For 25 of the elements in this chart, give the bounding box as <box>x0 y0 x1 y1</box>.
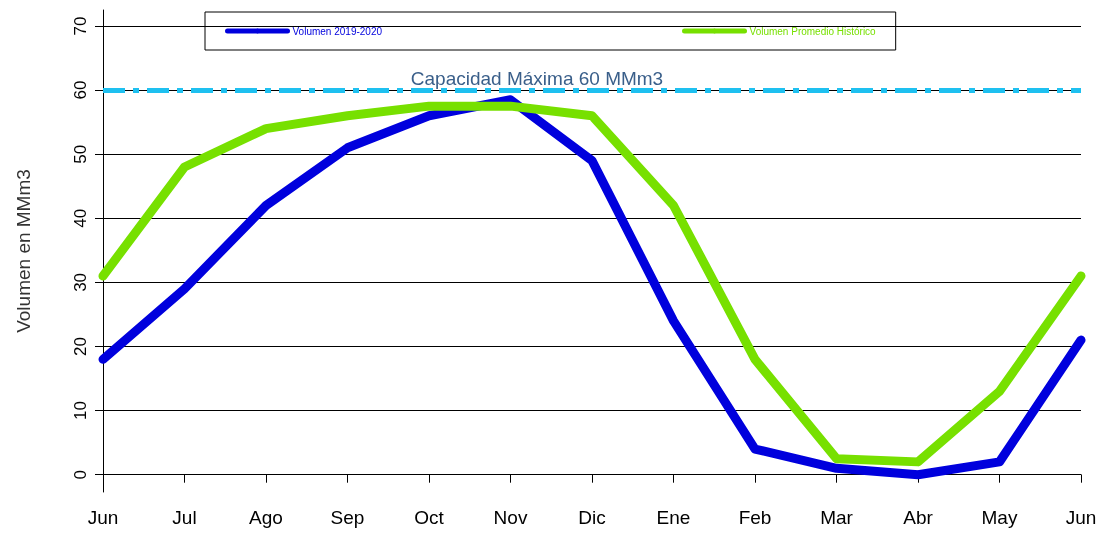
y-tick-label: 50 <box>71 144 90 164</box>
x-tick-label: Ene <box>656 507 691 528</box>
x-tick-label: Nov <box>493 507 528 528</box>
y-axis-title: Volumen en MMm3 <box>13 169 34 333</box>
x-tick-label: Feb <box>738 507 772 528</box>
x-tick-label: Jul <box>172 507 197 528</box>
x-tick-label: Mar <box>820 507 854 528</box>
ref-line-label: Capacidad Máxima 60 MMm3 <box>410 68 664 90</box>
x-tick-label: Oct <box>414 507 445 528</box>
y-tick-label: 60 <box>71 80 90 100</box>
y-tick-label: 40 <box>71 208 90 228</box>
text: Volumen 2019-2020 <box>292 25 383 37</box>
y-tick-label: 30 <box>71 272 90 292</box>
x-tick-label: Jun <box>1065 507 1097 528</box>
x-tick-label: Jun <box>87 507 119 528</box>
y-tick-label: 20 <box>71 337 90 356</box>
y-tick-label: 10 <box>71 401 90 421</box>
y-tick-label: 70 <box>71 16 90 36</box>
x-tick-label: Ago <box>249 507 283 528</box>
text: Volumen Promedio Histórico <box>749 25 877 37</box>
x-tick-label: May <box>981 507 1018 528</box>
x-tick-label: Abr <box>903 507 934 528</box>
y-tick-label: 0 <box>71 469 90 480</box>
x-tick-label: Dic <box>578 507 606 528</box>
x-tick-label: Sep <box>330 507 365 528</box>
